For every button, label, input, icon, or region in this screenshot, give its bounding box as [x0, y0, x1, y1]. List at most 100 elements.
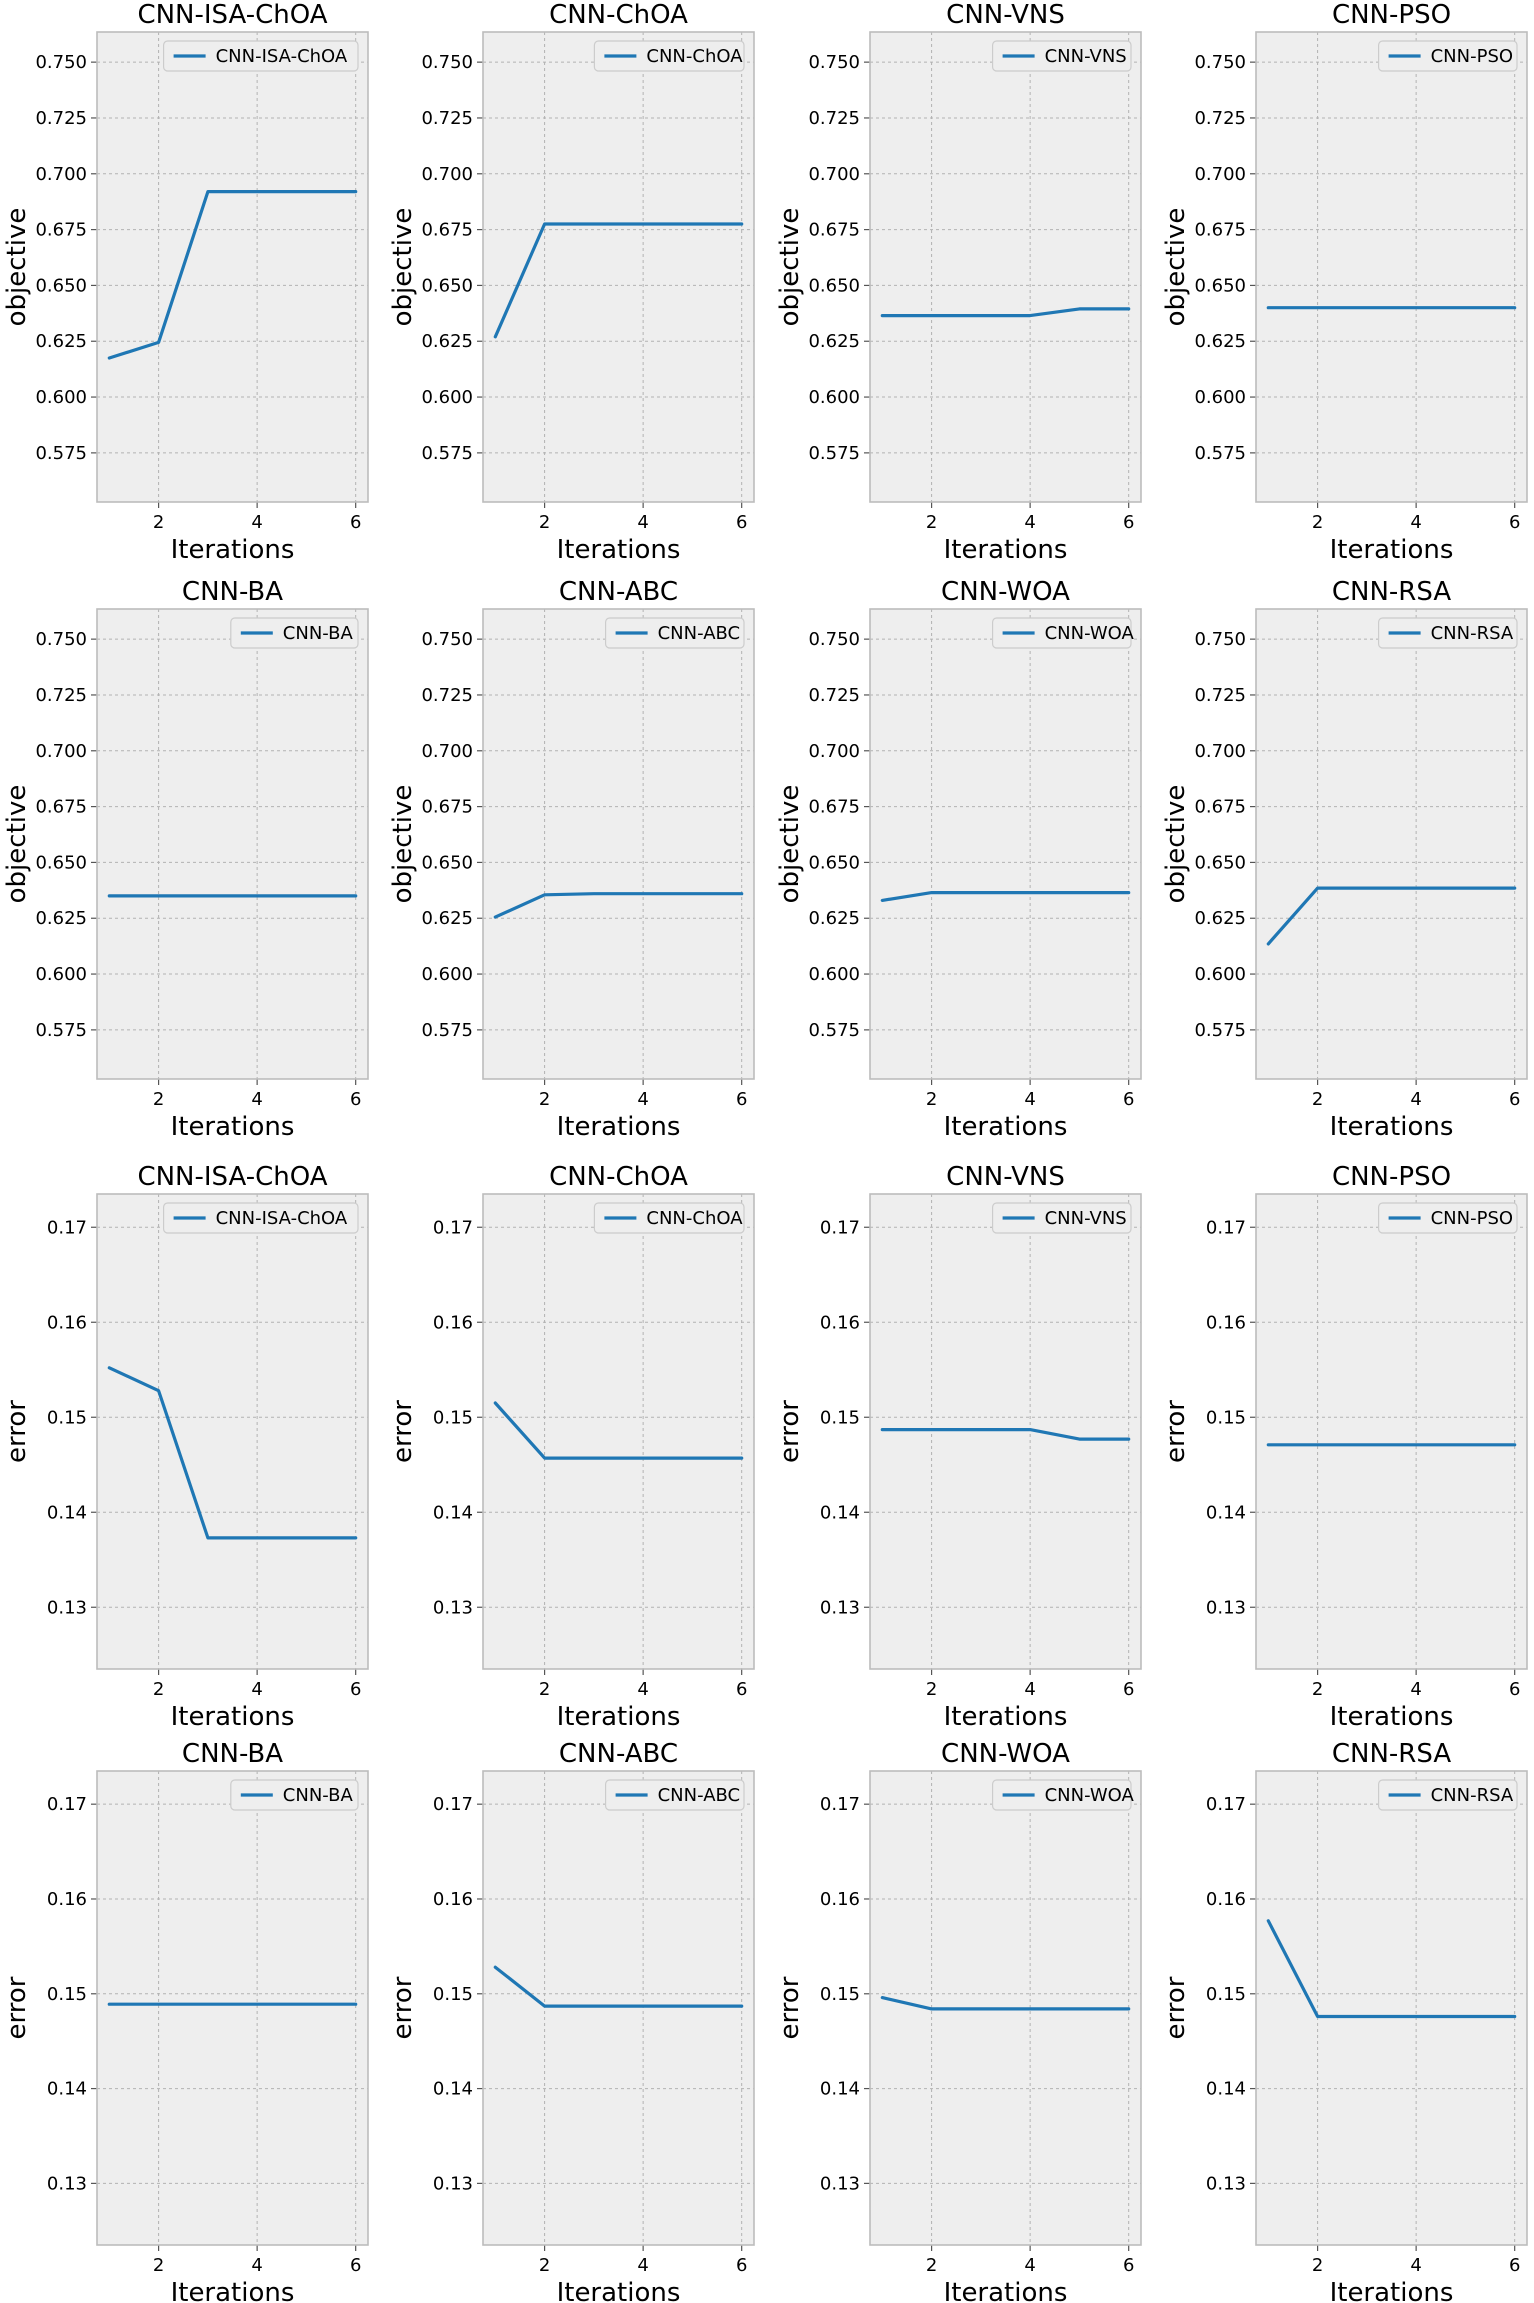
x-axis-label: Iterations [557, 535, 681, 565]
legend: CNN-BA [230, 617, 359, 649]
chart-title: CNN-VNS [946, 1162, 1065, 1192]
legend-label: CNN-ChOA [646, 1208, 743, 1229]
y-tick-label: 0.725 [421, 108, 473, 129]
legend-label: CNN-BA [283, 623, 354, 644]
chart-panel-7: 0.575 0.600 0.625 0.650 0.675 0.700 0.725 0.750… [775, 577, 1142, 1142]
y-tick-label: 0.17 [47, 1794, 87, 1815]
x-tick-label: 6 [736, 1679, 747, 1700]
x-tick-label: 6 [1509, 1089, 1520, 1110]
chart-panel-1: 0.575 0.600 0.625 0.650 0.675 0.700 0.725 0.750… [2, 0, 369, 565]
y-tick-label: 0.16 [47, 1889, 87, 1910]
y-tick-label: 0.16 [47, 1312, 87, 1333]
x-tick-label: 6 [350, 512, 361, 533]
chart-title: CNN-WOA [941, 577, 1070, 607]
plot-area [1256, 1771, 1527, 2245]
plot-frame [869, 1770, 1142, 2246]
x-tick-label: 2 [153, 2255, 164, 2276]
x-axis-label: Iterations [557, 1702, 681, 1732]
legend: CNN-PSO [1377, 40, 1518, 72]
x-tick-label: 6 [736, 1089, 747, 1110]
y-axis-label: error [775, 1976, 805, 2039]
chart-panel-4: 0.575 0.600 0.625 0.650 0.675 0.700 0.725 0.750… [1161, 0, 1528, 565]
legend-label: CNN-WOA [1045, 1785, 1135, 1806]
x-tick-label: 6 [1509, 2255, 1520, 2276]
y-tick-label: 0.14 [47, 1502, 87, 1523]
x-tick-label: 6 [1509, 1679, 1520, 1700]
x-axis-label: Iterations [944, 1112, 1068, 1142]
legend-box [163, 40, 359, 72]
x-tick-label: 6 [1509, 512, 1520, 533]
y-tick-label: 0.13 [1206, 1597, 1246, 1618]
x-axis-label: Iterations [557, 2278, 681, 2303]
y-tick-label: 0.650 [1194, 275, 1246, 296]
chart-panel-15: 0.13 0.14 0.15 0.16 0.17 2 4 6 CNN-WOA CNN-WOA Ite… [775, 1739, 1142, 2303]
y-tick-label: 0.700 [808, 741, 860, 762]
legend-box [1377, 617, 1518, 649]
y-tick-label: 0.625 [808, 331, 860, 352]
legend-box [991, 40, 1132, 72]
y-tick-label: 0.16 [433, 1312, 473, 1333]
y-tick-label: 0.15 [1206, 1984, 1246, 2005]
plot-area [483, 1771, 754, 2245]
x-tick-label: 4 [1410, 2255, 1421, 2276]
y-tick-label: 0.625 [1194, 908, 1246, 929]
y-tick-label: 0.13 [820, 1597, 860, 1618]
x-axis-label: Iterations [1330, 2278, 1454, 2303]
chart-title: CNN-ISA-ChOA [137, 0, 327, 30]
x-tick-label: 4 [637, 1089, 648, 1110]
y-tick-label: 0.675 [421, 220, 473, 241]
legend: CNN-ABC [604, 1779, 745, 1811]
chart-title: CNN-RSA [1332, 1739, 1451, 1769]
plot-area [483, 609, 754, 1079]
y-tick-label: 0.575 [808, 1020, 860, 1041]
legend: CNN-ABC [604, 617, 745, 649]
x-tick-label: 2 [539, 1679, 550, 1700]
plot-area [483, 32, 754, 502]
plot-area [870, 609, 1141, 1079]
legend-label: CNN-WOA [1045, 623, 1135, 644]
y-tick-label: 0.600 [808, 387, 860, 408]
x-tick-label: 4 [1410, 1679, 1421, 1700]
y-tick-label: 0.600 [1194, 964, 1246, 985]
chart-panel-3: 0.575 0.600 0.625 0.650 0.675 0.700 0.725 0.750… [775, 0, 1142, 565]
y-tick-label: 0.575 [35, 443, 87, 464]
plot-frame [482, 1770, 755, 2246]
legend-label: CNN-PSO [1431, 1208, 1513, 1229]
legend-label: CNN-PSO [1431, 46, 1513, 67]
y-tick-label: 0.625 [421, 908, 473, 929]
x-tick-label: 2 [1312, 512, 1323, 533]
legend: CNN-ChOA [593, 1202, 745, 1234]
y-axis-label: error [1161, 1976, 1191, 2039]
legend-label: CNN-ISA-ChOA [216, 1208, 348, 1229]
y-tick-label: 0.650 [421, 852, 473, 873]
legend-box [991, 617, 1132, 649]
y-tick-label: 0.675 [35, 797, 87, 818]
x-tick-label: 4 [251, 2255, 262, 2276]
y-tick-label: 0.725 [35, 685, 87, 706]
y-tick-label: 0.17 [433, 1794, 473, 1815]
x-tick-label: 2 [539, 1089, 550, 1110]
legend-box [991, 1202, 1132, 1234]
plot-frame [96, 1193, 369, 1670]
legend-box [163, 1202, 359, 1234]
y-tick-label: 0.700 [421, 741, 473, 762]
y-tick-label: 0.15 [820, 1984, 860, 2005]
legend-box [1377, 1779, 1518, 1811]
chart-title: CNN-ISA-ChOA [137, 1162, 327, 1192]
legend: CNN-RSA [1377, 617, 1518, 649]
x-tick-label: 4 [251, 512, 262, 533]
chart-panel-16: 0.13 0.14 0.15 0.16 0.17 2 4 6 CNN-RSA CNN-RSA Ite… [1161, 1739, 1528, 2303]
y-tick-label: 0.575 [421, 443, 473, 464]
chart-title: CNN-BA [182, 577, 283, 607]
y-tick-label: 0.16 [820, 1312, 860, 1333]
legend: CNN-ChOA [593, 40, 745, 72]
legend-label: CNN-ChOA [646, 46, 743, 67]
y-tick-label: 0.675 [421, 797, 473, 818]
y-tick-label: 0.14 [1206, 1502, 1246, 1523]
plot-frame [1255, 1193, 1528, 1670]
plot-area [483, 1194, 754, 1669]
x-tick-label: 4 [1024, 1679, 1035, 1700]
y-tick-label: 0.15 [47, 1407, 87, 1428]
chart-title: CNN-ChOA [549, 0, 688, 30]
legend-label: CNN-VNS [1045, 1208, 1127, 1229]
